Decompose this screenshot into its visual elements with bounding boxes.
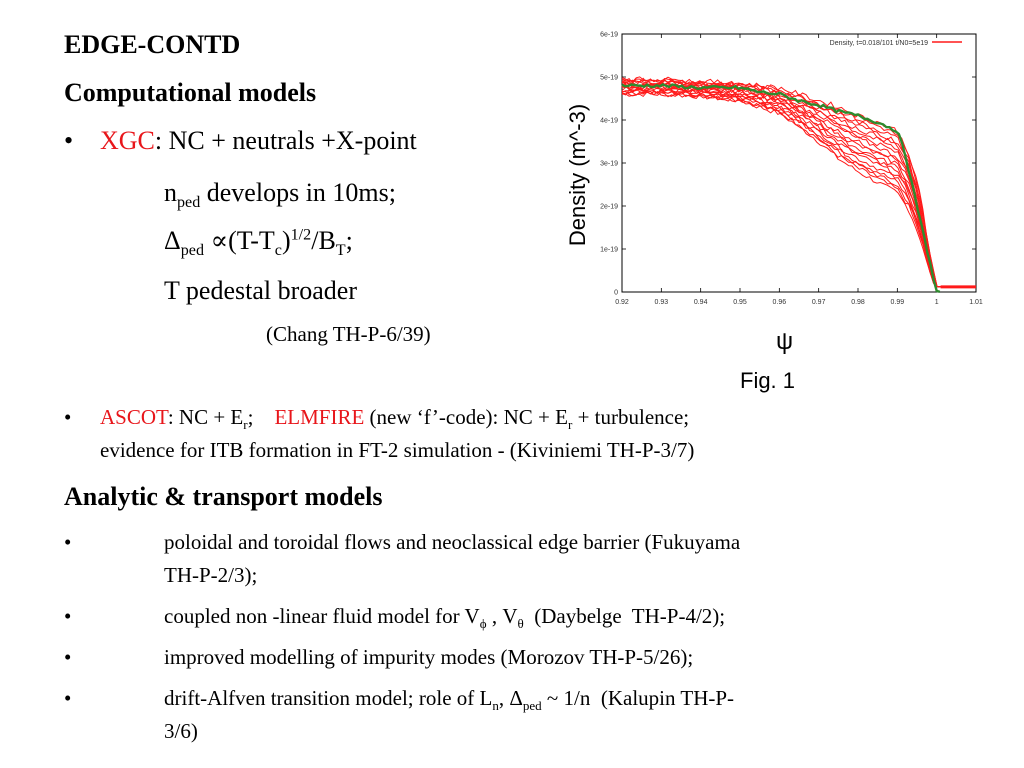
y-tick-label: 0: [614, 290, 618, 297]
density-profile-line: [621, 91, 976, 288]
separator: ;: [247, 405, 275, 429]
bullet-marker: •: [64, 604, 72, 628]
density-profile-line: [621, 76, 976, 288]
list-item-continuation: 3/6): [164, 719, 198, 743]
figure-caption: Fig. 1: [740, 368, 796, 393]
xgc-npeds-line: nped develops in 10ms;: [164, 178, 396, 212]
ped-sub: ped: [177, 194, 201, 212]
n-symbol: n: [164, 178, 177, 207]
elmfire-text: (new ‘f’-code): NC + E: [364, 405, 568, 429]
ped-sub: ped: [522, 698, 542, 714]
xgc-name: XGC: [100, 126, 155, 155]
develops-text: develops in 10ms;: [200, 178, 396, 207]
section-heading-analytic: Analytic & transport models: [64, 482, 383, 511]
x-tick-label: 0.96: [773, 299, 787, 306]
r-sub: r: [567, 417, 573, 433]
x-tick-label: 0.99: [891, 299, 905, 306]
x-tick-label: 0.95: [733, 299, 747, 306]
y-tick-label: 4e-19: [600, 118, 618, 125]
xgc-line: XGC: NC + neutrals +X-point: [100, 126, 417, 156]
item-text: (Daybelge TH-P-4/2);: [523, 604, 726, 628]
density-profile-line: [621, 89, 976, 288]
delta-symbol: Δ: [164, 226, 181, 255]
item-text: , V: [486, 604, 518, 628]
x-tick-label: 0.93: [655, 299, 669, 306]
xgc-reference: (Chang TH-P-6/39): [266, 322, 431, 346]
semicolon: ;: [345, 226, 353, 255]
y-tick-label: 2e-19: [600, 204, 618, 211]
item-text: , Δ: [498, 686, 523, 710]
list-item-continuation: TH-P-2/3);: [164, 563, 258, 587]
ped-sub: ped: [180, 242, 204, 260]
bullet-marker: •: [64, 530, 72, 554]
density-profile-line: [621, 77, 976, 288]
r-sub: r: [243, 417, 248, 433]
bullet-marker: •: [64, 645, 72, 669]
chart-xlabel: ψ: [776, 328, 794, 355]
xgc-delta-line: Δped ∝(T-Tc)1/2/BT;: [164, 226, 353, 260]
xgc-tped-line: T pedestal broader: [164, 276, 357, 305]
list-item: drift-Alfven transition model; role of L…: [164, 686, 735, 714]
t-sub: T: [335, 242, 346, 260]
density-reference-line: [621, 83, 941, 293]
y-tick-label: 6e-19: [600, 32, 618, 39]
list-item: poloidal and toroidal flows and neoclass…: [164, 530, 741, 554]
bullet-marker: •: [64, 405, 72, 429]
item-text: drift-Alfven transition model; role of L: [164, 686, 493, 710]
n-sub: n: [492, 698, 499, 714]
slide-heading: EDGE-CONTD: [64, 30, 241, 59]
xgc-desc: : NC + neutrals +X-point: [154, 126, 417, 155]
bullet-marker: •: [64, 126, 74, 155]
item-text: coupled non -linear fluid model for V: [164, 604, 480, 628]
x-tick-label: 0.98: [851, 299, 865, 306]
bullet-marker: •: [64, 686, 72, 710]
plot-frame: [621, 33, 977, 293]
paren: ): [281, 226, 291, 255]
turbulence-text: + turbulence;: [572, 405, 690, 429]
elmfire-name: ELMFIRE: [274, 405, 365, 429]
list-item: coupled non -linear fluid model for Vϕ ,…: [164, 604, 726, 632]
density-profile-line: [621, 86, 976, 288]
legend-label: Density, t=0.018/101 t/N0=5e19: [830, 40, 928, 47]
x-tick-label: 0.94: [694, 299, 708, 306]
phi-sub: ϕ: [479, 616, 487, 632]
ascot-line-2: evidence for ITB formation in FT-2 simul…: [100, 438, 695, 462]
half-sup: 1/2: [290, 226, 312, 244]
density-profile-line: [621, 79, 976, 288]
y-tick-label: 5e-19: [600, 75, 618, 82]
proportional-text: ∝(T-T: [204, 226, 275, 255]
ascot-text: : NC + E: [167, 405, 244, 429]
y-tick-label: 3e-19: [600, 161, 618, 168]
ascot-line: ASCOT: NC + Er; ELMFIRE (new ‘f’-code): …: [100, 405, 690, 433]
item-text: ~ 1/n (Kalupin TH-P-: [541, 686, 735, 710]
x-tick-label: 1.01: [969, 299, 983, 306]
density-profile-line: [621, 88, 976, 288]
list-item: improved modelling of impurity modes (Mo…: [164, 645, 694, 669]
section-heading-computational: Computational models: [64, 78, 317, 107]
over-b: /B: [311, 226, 336, 255]
y-tick-label: 1e-19: [600, 247, 618, 254]
theta-sub: θ: [517, 616, 524, 632]
ascot-name: ASCOT: [100, 405, 168, 429]
density-chart: 0.92 0.93 0.94 0.95 0.96 0.97 0.98 0.99 1 1.01 0 1e…: [600, 32, 983, 307]
x-tick-label: 1: [935, 299, 939, 306]
c-sub: c: [274, 242, 282, 260]
x-tick-label: 0.97: [812, 299, 826, 306]
x-tick-label: 0.92: [615, 299, 629, 306]
